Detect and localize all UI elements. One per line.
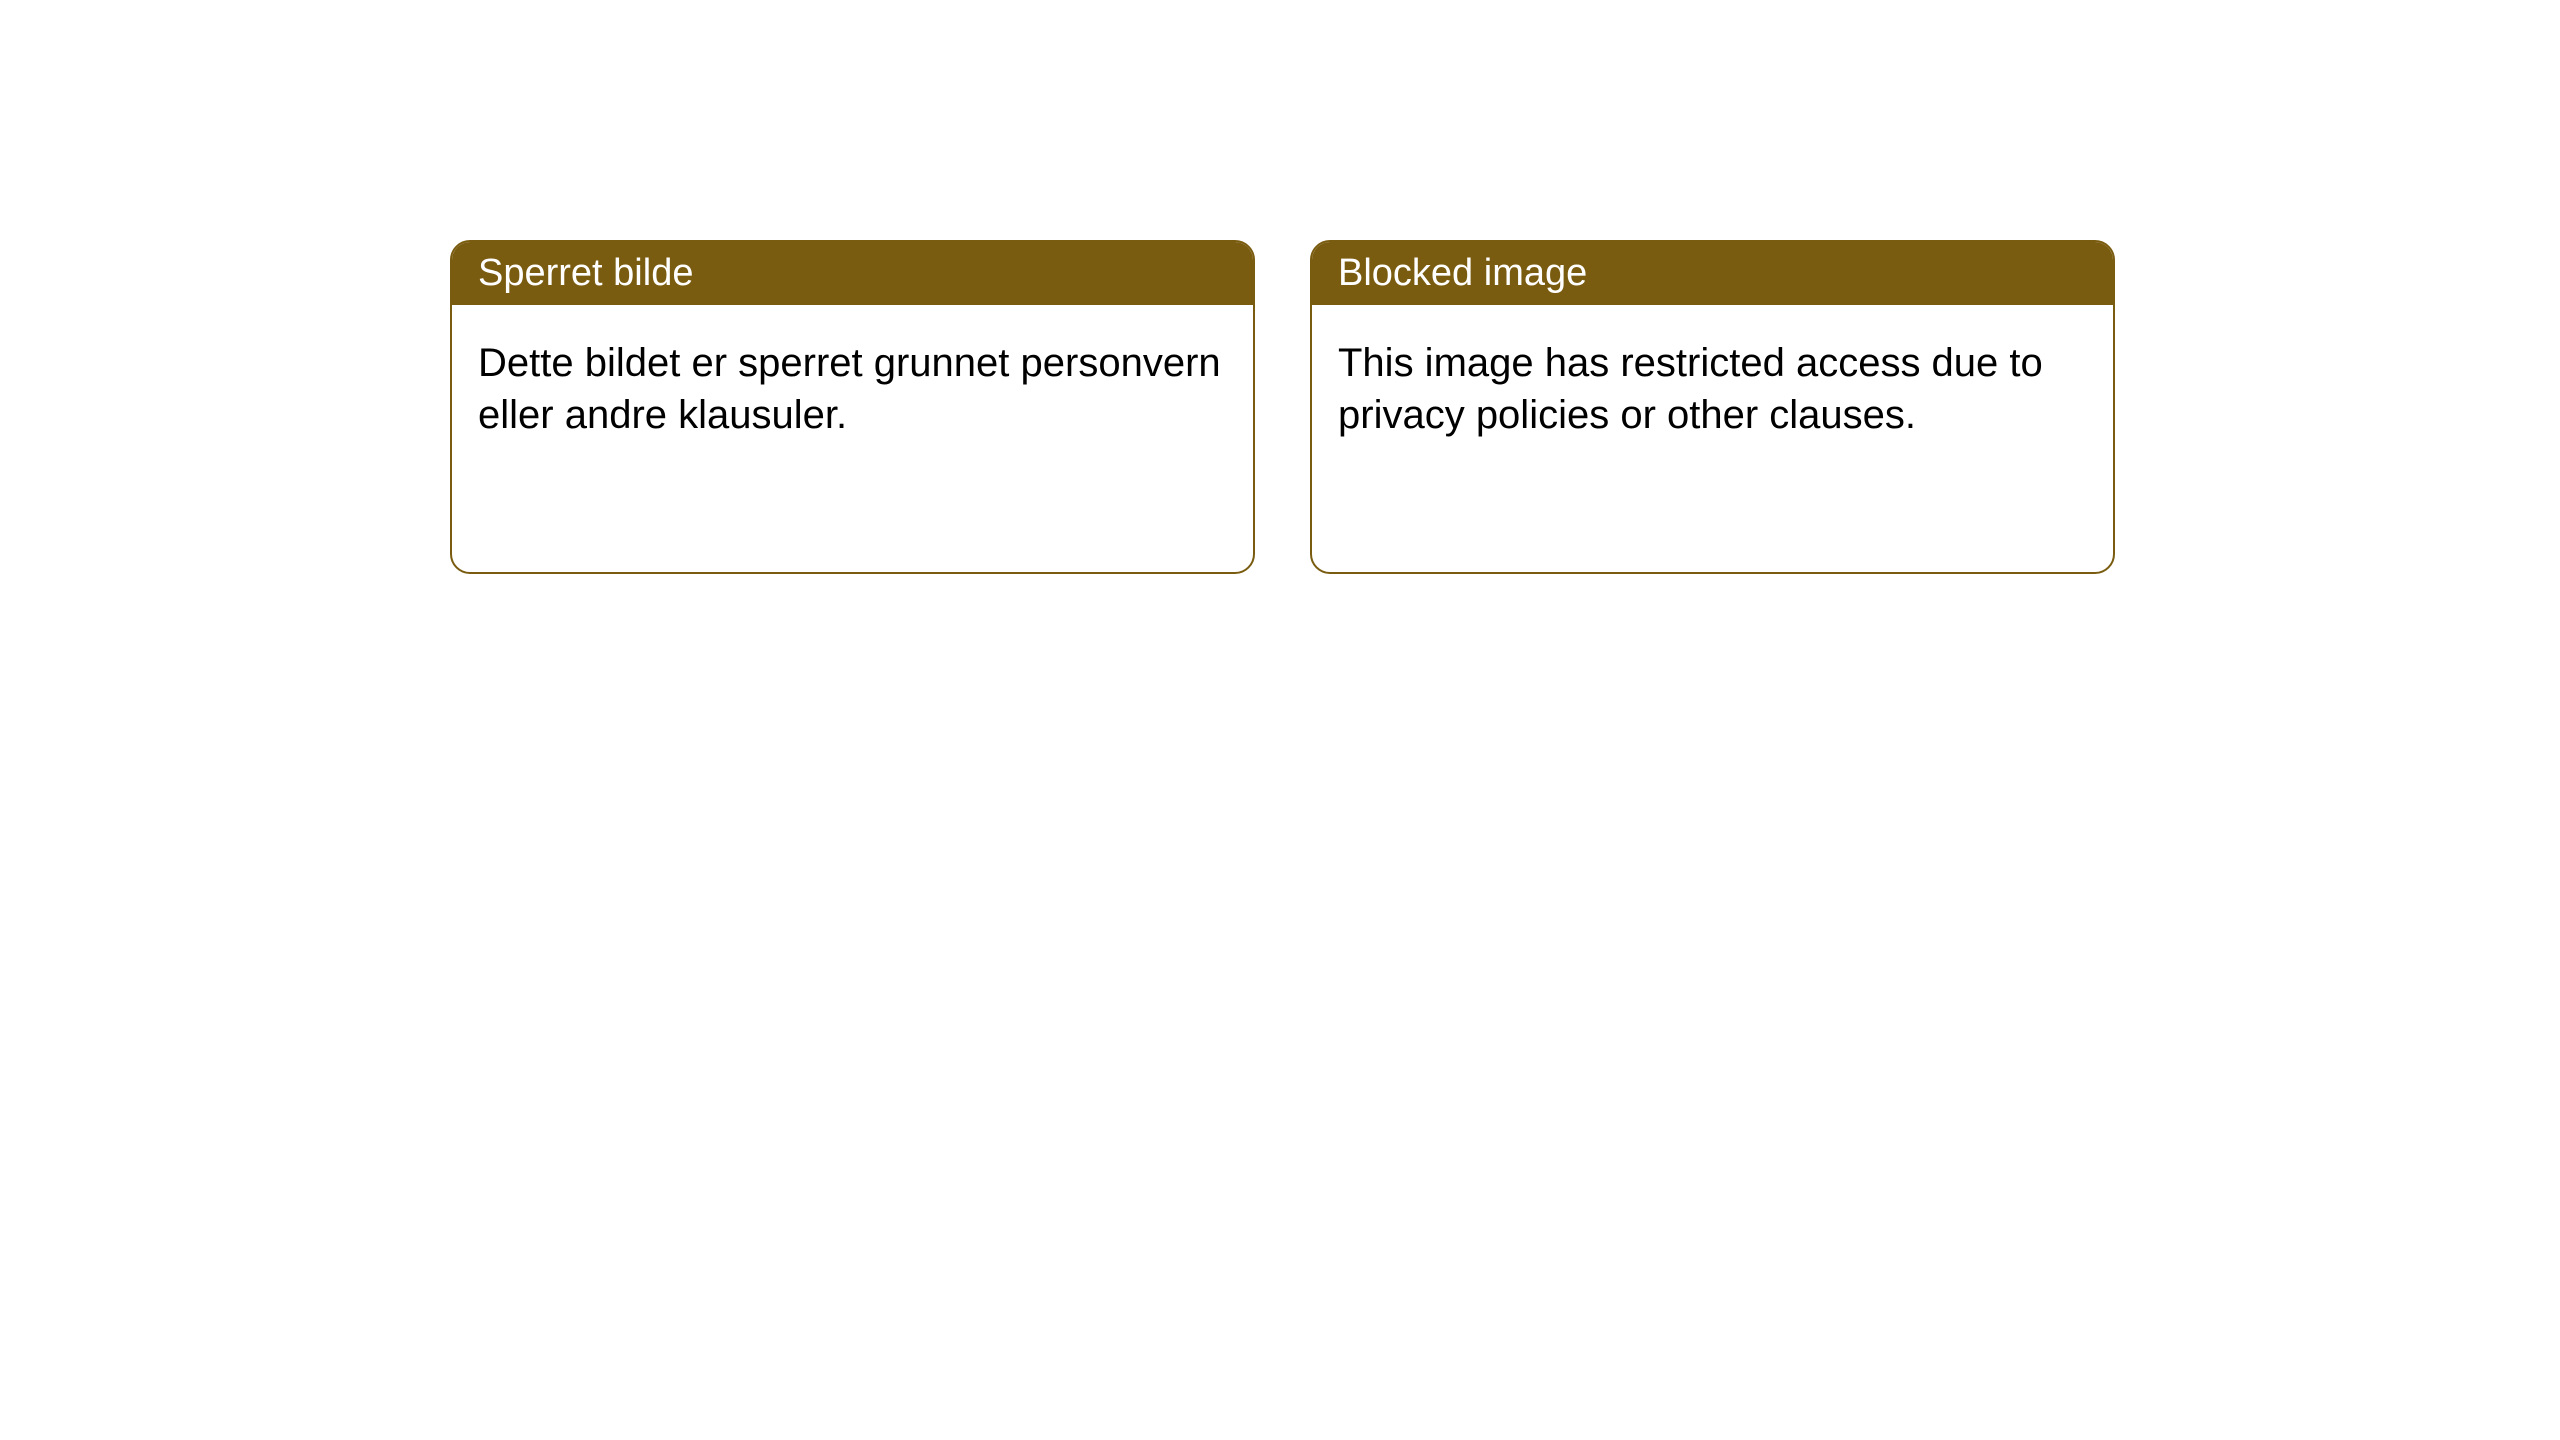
notice-card-english: Blocked image This image has restricted … [1310,240,2115,574]
notice-title: Sperret bilde [478,252,693,294]
notice-body-text: Dette bildet er sperret grunnet personve… [478,341,1221,437]
notice-body: This image has restricted access due to … [1312,305,2113,473]
notice-card-norwegian: Sperret bilde Dette bildet er sperret gr… [450,240,1255,574]
notice-body-text: This image has restricted access due to … [1338,341,2043,437]
notice-title: Blocked image [1338,252,1587,294]
notice-container: Sperret bilde Dette bildet er sperret gr… [0,0,2560,574]
notice-header: Blocked image [1312,242,2113,305]
notice-body: Dette bildet er sperret grunnet personve… [452,305,1253,473]
notice-header: Sperret bilde [452,242,1253,305]
